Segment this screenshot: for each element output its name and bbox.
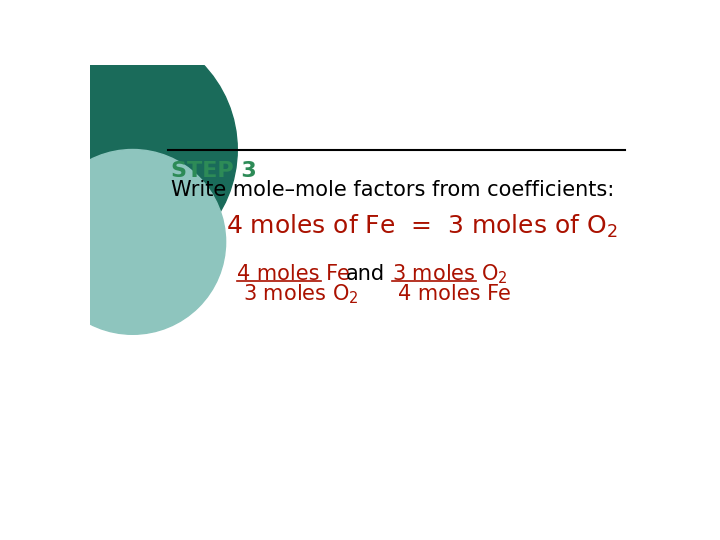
Text: 4 moles Fe: 4 moles Fe [238, 264, 350, 284]
Text: Write mole–mole factors from coefficients:: Write mole–mole factors from coefficient… [171, 180, 615, 200]
Text: 4 moles of Fe  =  3 moles of O$_2$: 4 moles of Fe = 3 moles of O$_2$ [225, 213, 617, 240]
Text: and: and [346, 264, 385, 284]
Text: 3 moles O$_2$: 3 moles O$_2$ [243, 282, 359, 306]
Text: 3 moles O$_2$: 3 moles O$_2$ [392, 262, 508, 286]
Circle shape [40, 150, 225, 334]
Text: 4 moles Fe: 4 moles Fe [398, 284, 511, 304]
Text: STEP 3: STEP 3 [171, 161, 257, 181]
Circle shape [0, 26, 238, 273]
